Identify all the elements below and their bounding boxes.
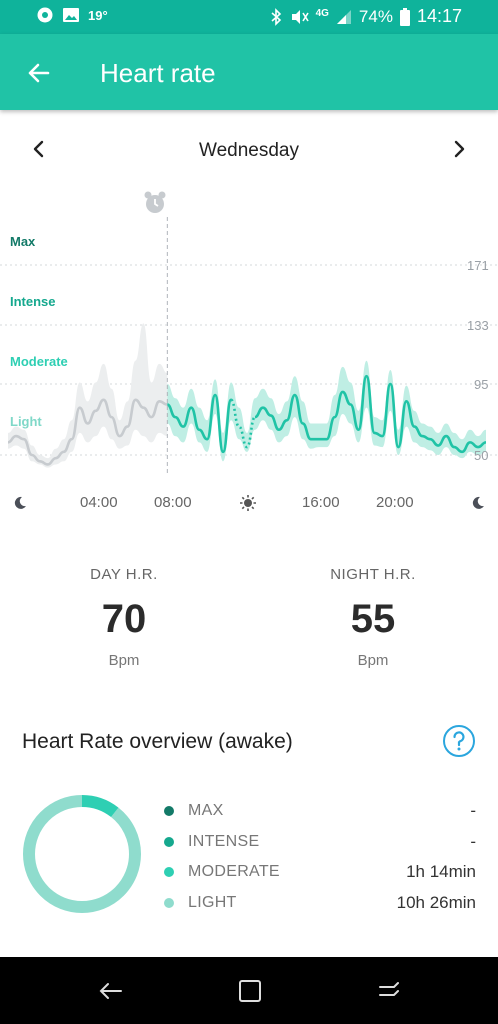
day-hr-label: DAY H.R. — [90, 566, 158, 583]
y-tick-95: 95 — [474, 377, 489, 392]
night-hr-label: NIGHT H.R. — [330, 566, 416, 583]
whatsapp-icon — [37, 7, 53, 23]
day-series-line — [166, 393, 233, 454]
legend-row-max: MAX - — [164, 796, 476, 827]
x-label-0800: 08:00 — [154, 494, 192, 511]
legend-row-intense: INTENSE - — [164, 827, 476, 858]
back-icon[interactable] — [96, 977, 126, 1005]
y-tick-50: 50 — [474, 448, 489, 463]
chevron-left-icon[interactable] — [26, 136, 52, 162]
network-type: 4G — [315, 8, 329, 19]
legend-duration-max: - — [470, 801, 476, 821]
system-nav-bar — [0, 957, 498, 1024]
chevron-right-icon[interactable] — [446, 136, 472, 162]
sun-icon — [240, 495, 256, 511]
arrow-left-icon[interactable] — [22, 56, 56, 90]
heart-rate-chart-svg — [0, 217, 498, 475]
night-series-line — [7, 398, 168, 466]
zone-donut-chart — [23, 795, 141, 913]
legend-name-moderate: MODERATE — [188, 863, 280, 881]
overview-title: Heart Rate overview (awake) — [22, 730, 293, 753]
legend-duration-light: 10h 26min — [396, 892, 476, 912]
clock: 14:17 — [416, 6, 462, 26]
moon-icon — [14, 496, 26, 509]
night-hr-unit: Bpm — [357, 652, 389, 669]
legend-dot-intense — [164, 836, 174, 847]
help-circle-icon[interactable] — [442, 724, 476, 758]
night-hr-stat: NIGHT H.R. 55 Bpm — [273, 566, 473, 669]
day-series-line — [254, 374, 487, 454]
battery-percent: 74% — [358, 6, 393, 26]
day-series-gap — [229, 398, 257, 449]
legend-name-max: MAX — [188, 802, 224, 820]
battery-icon — [399, 7, 410, 26]
signal-icon — [336, 9, 351, 24]
x-label-2000: 20:00 — [376, 494, 414, 511]
moon-icon — [472, 496, 484, 509]
zone-label-intense: Intense — [10, 294, 56, 309]
zone-legend: MAX - INTENSE - MODERATE 1h 14min LIGHT … — [164, 796, 476, 918]
bluetooth-icon — [271, 7, 281, 26]
day-range-band — [167, 360, 487, 462]
heart-rate-stats: DAY H.R. 70 Bpm NIGHT H.R. 55 Bpm — [0, 566, 498, 686]
y-tick-133: 133 — [467, 318, 489, 333]
zone-label-max: Max — [10, 234, 36, 249]
y-tick-171: 171 — [467, 258, 489, 273]
image-icon — [63, 8, 79, 22]
night-range-band — [8, 323, 168, 468]
day-hr-value: 70 — [101, 597, 147, 641]
legend-row-light: LIGHT 10h 26min — [164, 888, 476, 919]
page-title: Heart rate — [100, 58, 216, 88]
day-hr-stat: DAY H.R. 70 Bpm — [24, 566, 224, 669]
mute-vibrate-icon — [291, 9, 309, 24]
recents-icon[interactable] — [374, 977, 404, 1005]
alarm-clock-icon — [144, 191, 166, 213]
legend-dot-light — [164, 897, 174, 908]
day-navigator: Wednesday — [0, 128, 498, 172]
status-bar: 19° 4G 74% 14:17 — [0, 0, 498, 34]
x-label-1600: 16:00 — [302, 494, 340, 511]
temperature: 19° — [88, 7, 108, 23]
legend-name-light: LIGHT — [188, 893, 237, 911]
home-icon[interactable] — [235, 977, 265, 1005]
app-bar: Heart rate — [0, 34, 498, 110]
zone-label-light: Light — [10, 414, 42, 429]
legend-duration-intense: - — [470, 831, 476, 851]
day-hr-unit: Bpm — [108, 652, 140, 669]
x-label-0400: 04:00 — [80, 494, 118, 511]
legend-duration-moderate: 1h 14min — [406, 862, 476, 882]
night-hr-value: 55 — [350, 597, 396, 641]
donut-segment-moderate — [23, 795, 141, 913]
legend-dot-max — [164, 806, 174, 817]
legend-row-moderate: MODERATE 1h 14min — [164, 857, 476, 888]
legend-dot-moderate — [164, 867, 174, 878]
legend-name-intense: INTENSE — [188, 832, 260, 850]
selected-day: Wednesday — [199, 140, 299, 161]
zone-label-moderate: Moderate — [10, 354, 68, 369]
donut-segment-light — [23, 795, 141, 913]
